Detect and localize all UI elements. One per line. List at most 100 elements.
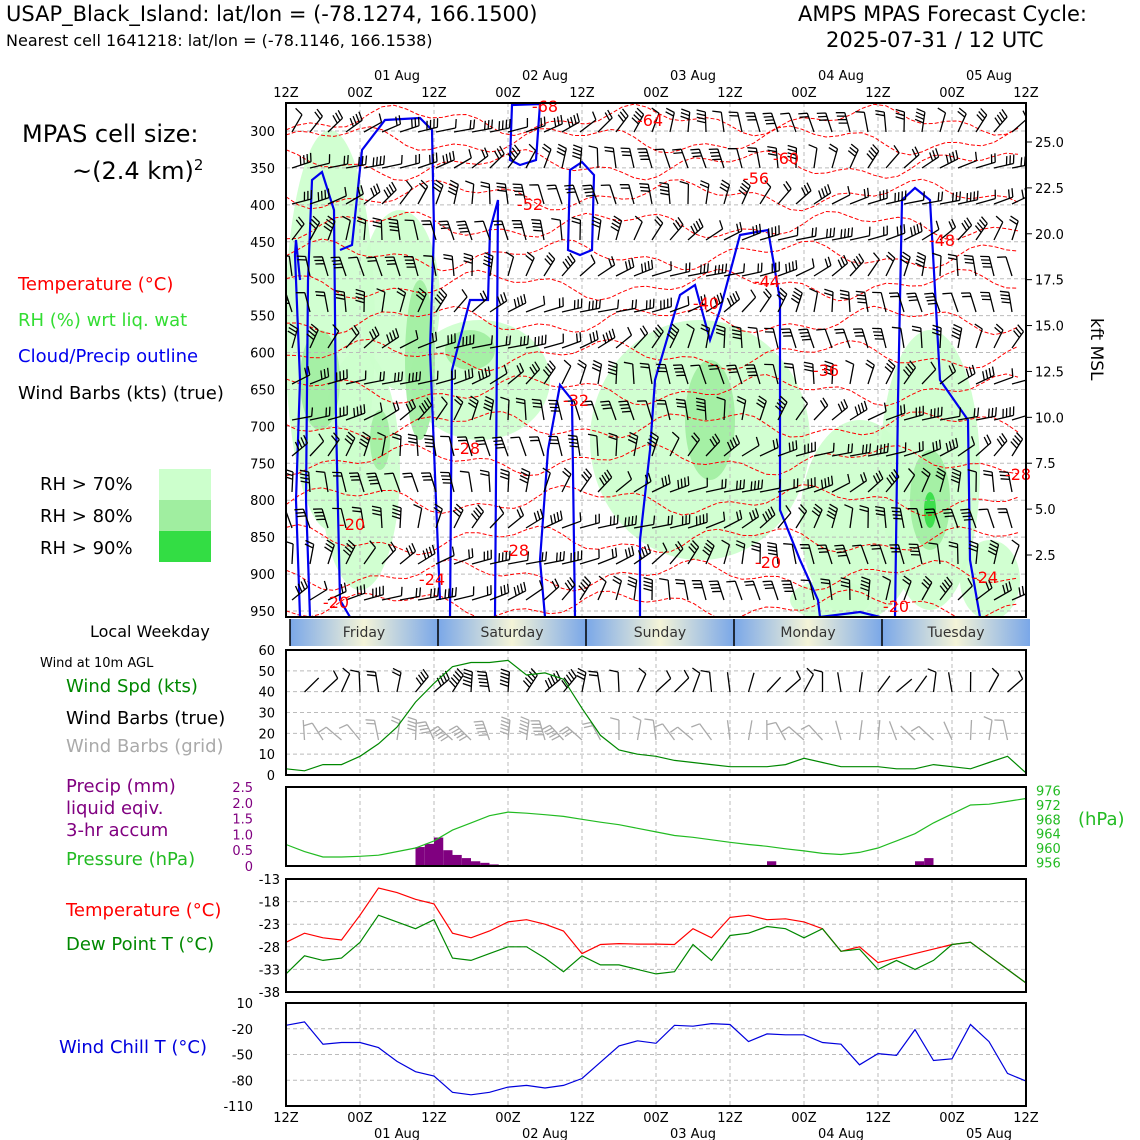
cloud-outline-path xyxy=(339,116,442,601)
wind-barb xyxy=(993,323,1004,349)
top-hour-tick: 00Z xyxy=(643,86,669,101)
wind-chill-line xyxy=(285,1021,1027,1096)
wind-barb xyxy=(417,179,429,205)
wind-barb-grid xyxy=(877,720,881,741)
precip-bar xyxy=(424,843,434,866)
wind-barb xyxy=(371,505,383,529)
wind-barb xyxy=(345,155,368,169)
wind-barb xyxy=(525,143,537,169)
weekday-segment xyxy=(882,619,1030,646)
temperature-contour-label: -24 xyxy=(419,570,445,589)
wind-barb-true xyxy=(609,669,620,693)
wind-barb xyxy=(413,503,423,529)
temperature-contour-label: -20 xyxy=(883,597,909,616)
wind-barb xyxy=(482,252,494,277)
wind-barb xyxy=(327,324,340,349)
pressure-tick: 976 xyxy=(1036,785,1061,800)
wind-barb xyxy=(309,188,330,205)
legend-rh: RH (%) wrt liq. wat xyxy=(18,310,188,331)
wind-barb xyxy=(659,181,671,205)
wind-barb xyxy=(432,179,444,205)
wind-barb xyxy=(741,479,764,493)
wind-barb xyxy=(651,515,673,529)
wind-barb-grid xyxy=(582,721,602,741)
wind-barb xyxy=(891,507,905,529)
wind-barb xyxy=(435,587,457,601)
wind-barb xyxy=(633,259,654,277)
wind-barb xyxy=(332,471,347,493)
wind-barb xyxy=(699,180,710,205)
wind-barb xyxy=(417,544,436,565)
wind-barb xyxy=(957,407,980,421)
wind-barb xyxy=(399,587,422,601)
wind-barb xyxy=(831,185,851,205)
wind-barb xyxy=(579,254,596,277)
wind-barb xyxy=(716,396,726,421)
wind-barb xyxy=(708,364,725,385)
wind-barb xyxy=(957,217,973,241)
wind-barb xyxy=(548,435,563,457)
wind-barb xyxy=(723,290,741,313)
wind-barb xyxy=(453,586,475,601)
wind-barb xyxy=(306,323,319,349)
pressure-tick: 956 xyxy=(1036,856,1061,871)
wind-barb xyxy=(543,551,565,565)
wind-barb xyxy=(1011,187,1026,205)
wind-barb xyxy=(633,215,643,241)
wind-barb xyxy=(463,252,474,277)
chill-panel-frame xyxy=(285,1002,1027,1107)
label-wind-true: Wind Barbs (true) xyxy=(66,708,226,729)
label-wind-chill: Wind Chill T (°C) xyxy=(59,1037,207,1058)
temperature-tick: -23 xyxy=(259,918,280,933)
wind-barb xyxy=(811,503,823,529)
wind-barb xyxy=(551,217,563,241)
wind-barb xyxy=(376,288,386,313)
wind-barb xyxy=(993,368,1014,385)
wind-barb xyxy=(745,364,761,385)
wind-barb xyxy=(457,436,473,457)
wind-barb xyxy=(543,114,563,133)
wind-barb xyxy=(867,402,887,421)
wind-barb xyxy=(615,108,629,133)
pressure-tick: 972 xyxy=(1036,799,1061,814)
wind-barb xyxy=(591,359,603,385)
wind-barb xyxy=(799,544,815,565)
wind-barb xyxy=(407,433,419,457)
wind-barb-true xyxy=(350,669,361,693)
wind-barb-true xyxy=(858,672,863,693)
wind-barb xyxy=(363,402,383,421)
wind-barb xyxy=(834,544,851,565)
wind-barb-true xyxy=(947,672,953,693)
temperature-contour-label: -36 xyxy=(813,361,839,380)
wind-barb-true xyxy=(392,667,402,693)
wind-barb xyxy=(531,219,545,241)
wind-barb-grid xyxy=(644,718,657,741)
wind-barb xyxy=(619,184,635,205)
wind-barb xyxy=(665,107,675,133)
wind-barb xyxy=(647,431,659,457)
wind-barb xyxy=(867,225,888,241)
wind-barb xyxy=(741,289,757,313)
wind-barb xyxy=(687,432,701,457)
wind-barb-true xyxy=(499,668,511,693)
top-date-tick: 04 Aug xyxy=(818,69,864,84)
wind-barb xyxy=(399,329,419,349)
temperature-contour-label: -20 xyxy=(339,515,365,534)
wind-barb xyxy=(471,290,488,313)
pressure-tick: 400 xyxy=(250,199,275,214)
wind-barb xyxy=(548,399,563,421)
wind-barb xyxy=(399,154,421,169)
cross-section-frame xyxy=(285,102,1027,618)
height-axis: 25.0 22.5 20.0 17.5 15.0 12.5 10.0 7.5 5.0 2.5 xyxy=(1026,136,1064,564)
wind-barb xyxy=(866,144,880,169)
wind-barb xyxy=(961,292,977,313)
wind-barb-grid xyxy=(835,720,842,741)
wind-barb xyxy=(911,325,923,349)
wind-barb xyxy=(1011,324,1025,349)
rh-area xyxy=(960,540,1020,617)
wind-barb xyxy=(809,287,819,313)
wind-barb xyxy=(777,260,798,277)
wind-chill-tick: -110 xyxy=(223,1100,253,1115)
wind-barb xyxy=(417,118,439,133)
